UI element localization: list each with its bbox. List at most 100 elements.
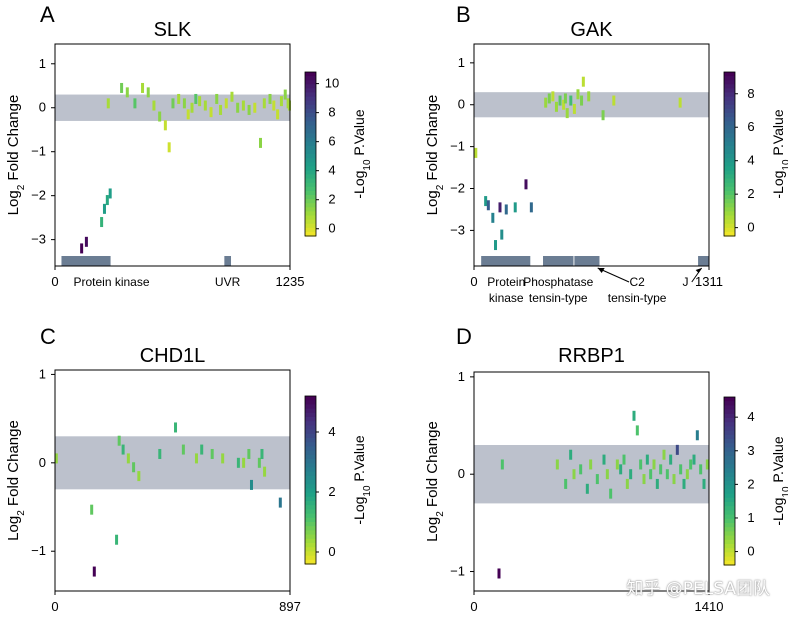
colorbar-tick-label: 0 — [747, 544, 754, 559]
data-point — [595, 474, 599, 485]
data-point — [279, 96, 283, 107]
colorbar-segment — [305, 154, 316, 159]
colorbar-segment — [305, 442, 316, 447]
colorbar-segment — [305, 211, 316, 217]
colorbar-segment — [305, 92, 316, 98]
colorbar-segment — [724, 556, 735, 562]
y-tick-label: 0 — [458, 97, 465, 112]
data-point — [283, 89, 287, 100]
colorbar-segment — [724, 560, 735, 566]
data-point — [581, 76, 585, 87]
colorbar-segment — [305, 559, 316, 565]
data-point — [200, 444, 204, 455]
colorbar-segment — [305, 534, 316, 540]
data-point — [652, 459, 656, 470]
colorbar-tick-label: 3 — [747, 443, 754, 458]
colorbar-tick-label: 2 — [328, 192, 335, 207]
data-point — [92, 566, 96, 577]
colorbar-segment — [724, 125, 735, 130]
data-point — [572, 469, 576, 480]
colorbar-segment — [305, 117, 316, 122]
colorbar-segment — [305, 190, 316, 196]
data-point — [491, 212, 495, 223]
colorbar-segment — [305, 530, 316, 536]
data-point — [100, 217, 104, 228]
data-point — [605, 469, 609, 480]
data-point — [555, 459, 559, 470]
data-point — [259, 137, 263, 148]
data-point — [263, 466, 267, 477]
colorbar-segment — [305, 484, 316, 489]
domain-bar — [224, 256, 232, 266]
colorbar-frame — [304, 71, 317, 237]
data-point — [524, 179, 528, 190]
colorbar-segment — [305, 203, 316, 208]
data-point — [272, 100, 276, 111]
panel-b: B GAK −3 −2 −1 0 1 Log2 Fold Change 0 1311 Protein… — [424, 2, 788, 305]
data-point — [474, 147, 478, 158]
y-tick-label: 1 — [458, 369, 465, 384]
colorbar-segment — [724, 493, 735, 499]
colorbar-segment — [724, 178, 735, 184]
colorbar-segment — [305, 182, 316, 188]
y-tick-label: −1 — [450, 564, 465, 579]
data-point — [242, 457, 246, 468]
colorbar-segment — [305, 215, 316, 221]
colorbar-segment — [724, 84, 735, 89]
colorbar-tick-label: 2 — [747, 476, 754, 491]
colorbar-segment — [724, 510, 735, 516]
colorbar-segment — [305, 133, 316, 139]
colorbar-tick-label: 0 — [747, 220, 754, 235]
y-tick-label: −1 — [31, 144, 46, 159]
colorbar-segment — [724, 447, 735, 453]
colorbar-segment — [305, 80, 316, 85]
domain-label: Protein — [487, 275, 525, 289]
data-point — [569, 449, 573, 460]
colorbar-segment — [724, 174, 735, 180]
colorbar-segment — [305, 170, 316, 176]
colorbar-segment — [305, 400, 316, 405]
data-point — [639, 459, 643, 470]
plot-frame — [54, 43, 291, 267]
colorbar-segment — [724, 186, 735, 192]
colorbar-segment — [724, 223, 735, 229]
data-point — [186, 109, 190, 120]
colorbar-segment — [305, 412, 316, 418]
colorbar-segment — [724, 535, 735, 541]
data-point — [102, 203, 106, 214]
data-point — [80, 243, 84, 254]
data-point — [163, 120, 167, 131]
y-tick-label: −1 — [450, 139, 465, 154]
colorbar-segment — [305, 425, 316, 431]
colorbar-tick-label: 4 — [328, 163, 335, 178]
data-point — [236, 102, 240, 113]
data-point — [612, 95, 616, 106]
data-point — [210, 448, 214, 459]
domain-label: J — [683, 275, 689, 289]
colorbar-segment — [724, 455, 735, 461]
colorbar-segment — [724, 113, 735, 118]
domain-bar — [543, 256, 574, 266]
data-point — [121, 444, 125, 455]
data-point — [615, 459, 619, 470]
data-point — [645, 454, 649, 465]
data-point — [84, 236, 88, 247]
data-point — [675, 444, 679, 455]
colorbar-segment — [305, 186, 316, 192]
data-point — [692, 454, 696, 465]
data-point — [632, 410, 636, 421]
data-point — [194, 93, 198, 104]
data-point — [679, 464, 683, 475]
data-point — [115, 534, 119, 545]
domain-label: C2 — [629, 275, 645, 289]
data-point — [146, 87, 150, 98]
colorbar-segment — [724, 100, 735, 106]
data-point — [500, 459, 504, 470]
colorbar-segment — [305, 396, 316, 401]
colorbar-segment — [305, 496, 316, 502]
data-point — [158, 448, 162, 459]
data-point — [247, 104, 251, 115]
x-tick-label: 0 — [51, 599, 58, 614]
domain-label: tensin-type — [608, 291, 667, 305]
data-point — [494, 240, 498, 251]
